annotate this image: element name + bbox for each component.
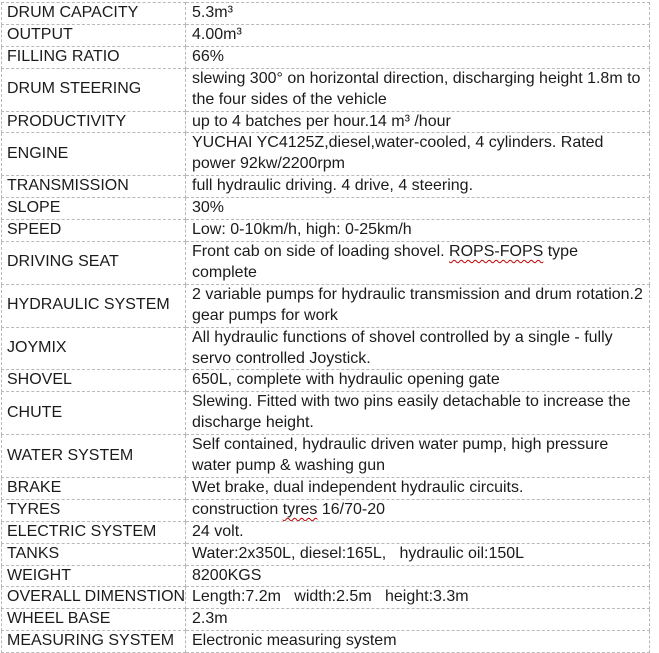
spec-label: DRUM CAPACITY <box>1 2 186 25</box>
value-text: 2.3m <box>192 610 228 628</box>
spec-value: Electronic measuring system <box>185 630 650 653</box>
spec-row: FILLING RATIO 66% <box>1 45 650 69</box>
value-text: Water:2x350L, diesel:165L, hydraulic oil… <box>192 544 525 562</box>
spec-value: up to 4 batches per hour.14 m³ /hour <box>185 110 650 134</box>
spec-row: ELECTRIC SYSTEM 24 volt. <box>1 520 650 544</box>
spec-value: construction tyres 16/70-20 <box>185 498 650 522</box>
value-text: type complete <box>192 242 583 281</box>
misspelled-word: tyres <box>282 500 318 518</box>
spec-label: TRANSMISSION <box>1 175 186 199</box>
value-text: 8200KGS <box>192 566 262 584</box>
spec-label: CHUTE <box>1 391 186 436</box>
spec-value: slewing 300° on horizontal direction, di… <box>185 67 650 112</box>
spec-row: WATER SYSTEM Self contained, hydraulic dr… <box>1 434 650 478</box>
spec-label: PRODUCTIVITY <box>1 110 186 134</box>
spec-row: JOYMIX All hydraulic functions of shovel … <box>1 326 650 371</box>
spec-value: 5.3m³ <box>185 2 650 25</box>
spec-row: ENGINE YUCHAI YC4125Z,diesel,water-cooled… <box>1 132 650 177</box>
spec-label: FILLING RATIO <box>1 45 186 69</box>
spec-row: CHUTE Slewing. Fitted with two pins easil… <box>1 391 650 436</box>
value-text: YUCHAI YC4125Z,diesel,water-cooled, 4 cy… <box>192 134 608 173</box>
value-text: 4.00m³ <box>192 25 242 43</box>
spec-value: Low: 0-10km/h, high: 0-25km/h <box>185 219 650 242</box>
spec-label: HYDRAULIC SYSTEM <box>1 283 186 328</box>
spec-row: OVERALL DIMENSTION Length:7.2m width:2.5m… <box>1 586 650 610</box>
spec-row: SHOVEL 650L, complete with hydraulic open… <box>1 369 650 393</box>
value-text: 2 variable pumps for hydraulic transmiss… <box>192 285 648 324</box>
value-text: Slewing. Fitted with two pins easily det… <box>192 393 635 432</box>
spec-label: MEASURING SYSTEM <box>1 630 186 653</box>
spec-value: full hydraulic driving. 4 drive, 4 steer… <box>185 175 650 199</box>
spec-row: TRANSMISSION full hydraulic driving. 4 dr… <box>1 175 650 199</box>
spec-value: 24 volt. <box>185 520 650 544</box>
spec-value: 30% <box>185 197 650 221</box>
spec-value: Wet brake, dual independent hydraulic ci… <box>185 476 650 500</box>
spec-label: DRIVING SEAT <box>1 240 186 285</box>
spec-row: SPEED Low: 0-10km/h, high: 0-25km/h <box>1 219 650 242</box>
spec-label: OVERALL DIMENSTION <box>1 586 186 610</box>
spec-label: ENGINE <box>1 132 186 177</box>
spec-label: SLOPE <box>1 197 186 221</box>
spec-row: PRODUCTIVITY up to 4 batches per hour.14 … <box>1 110 650 134</box>
value-text: construction <box>192 500 283 518</box>
value-text: Front cab on side of loading shovel. <box>192 242 450 260</box>
spec-row: BRAKE Wet brake, dual independent hydraul… <box>1 476 650 500</box>
value-text: Length:7.2m width:2.5m height:3.3m <box>192 588 469 606</box>
spec-value: All hydraulic functions of shovel contro… <box>185 326 650 371</box>
spec-value: Front cab on side of loading shovel. ROP… <box>185 240 650 285</box>
value-text: 66% <box>192 47 225 65</box>
spec-value: 4.00m³ <box>185 23 650 47</box>
spec-label: OUTPUT <box>1 23 186 47</box>
spec-value: YUCHAI YC4125Z,diesel,water-cooled, 4 cy… <box>185 132 650 177</box>
spec-row: TANKS Water:2x350L, diesel:165L, hydrauli… <box>1 542 650 566</box>
spec-label: SPEED <box>1 219 186 242</box>
spec-row: DRUM CAPACITY 5.3m³ <box>1 2 650 25</box>
spec-row: WEIGHT 8200KGS <box>1 564 650 588</box>
spec-row: HYDRAULIC SYSTEM 2 variable pumps for hyd… <box>1 283 650 328</box>
spec-row: OUTPUT 4.00m³ <box>1 23 650 47</box>
spec-value: Self contained, hydraulic driven water p… <box>185 434 650 478</box>
spec-label: WEIGHT <box>1 564 186 588</box>
value-text: full hydraulic driving. 4 drive, 4 steer… <box>192 177 474 195</box>
value-text: Wet brake, dual independent hydraulic ci… <box>192 478 524 496</box>
spec-value: 650L, complete with hydraulic opening ga… <box>185 369 650 393</box>
spec-value: 2 variable pumps for hydraulic transmiss… <box>185 283 650 328</box>
spec-label: ELECTRIC SYSTEM <box>1 520 186 544</box>
misspelled-word: ROPS-FOPS <box>449 242 544 260</box>
value-text: up to 4 batches per hour.14 m³ /hour <box>192 112 451 130</box>
spec-row: DRIVING SEAT Front cab on side of loading… <box>1 240 650 285</box>
spec-label: WATER SYSTEM <box>1 434 186 478</box>
spec-value: Water:2x350L, diesel:165L, hydraulic oil… <box>185 542 650 566</box>
value-text: 30% <box>192 199 225 217</box>
spec-value: 8200KGS <box>185 564 650 588</box>
value-text: slewing 300° on horizontal direction, di… <box>192 69 645 108</box>
spec-label: TYRES <box>1 498 186 522</box>
spec-value: 66% <box>185 45 650 69</box>
spec-row: TYRES construction tyres 16/70-20 <box>1 498 650 522</box>
spec-label: TANKS <box>1 542 186 566</box>
spec-row: MEASURING SYSTEM Electronic measuring sys… <box>1 630 650 653</box>
spec-label: JOYMIX <box>1 326 186 371</box>
value-text: 24 volt. <box>192 522 244 540</box>
value-text: Electronic measuring system <box>192 632 397 650</box>
value-text: Low: 0-10km/h, high: 0-25km/h <box>192 221 412 239</box>
value-text: 5.3m³ <box>192 4 233 21</box>
value-text: 16/70-20 <box>317 500 385 518</box>
value-text: 650L, complete with hydraulic opening ga… <box>192 371 500 389</box>
spec-value: Slewing. Fitted with two pins easily det… <box>185 391 650 436</box>
spec-row: SLOPE 30% <box>1 197 650 221</box>
spec-value: Length:7.2m width:2.5m height:3.3m <box>185 586 650 610</box>
spec-label: BRAKE <box>1 476 186 500</box>
value-text: Self contained, hydraulic driven water p… <box>192 436 613 475</box>
spec-row: DRUM STEERING slewing 300° on horizontal … <box>1 67 650 112</box>
spec-label: SHOVEL <box>1 369 186 393</box>
spec-label: DRUM STEERING <box>1 67 186 112</box>
value-text: All hydraulic functions of shovel contro… <box>192 328 618 367</box>
